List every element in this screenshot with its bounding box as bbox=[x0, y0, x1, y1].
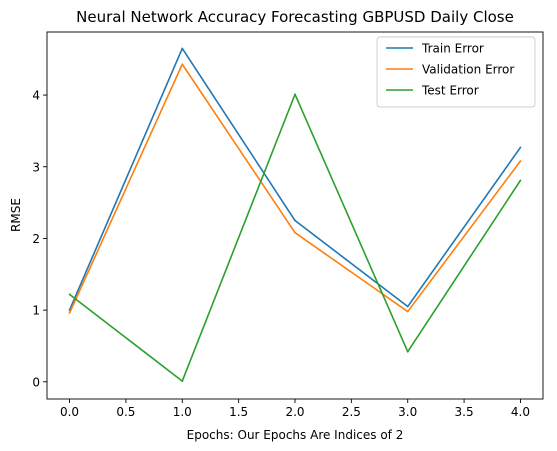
data-point-test-error bbox=[181, 380, 184, 382]
x-tick-label: 1.0 bbox=[173, 405, 192, 419]
x-tick-label: 1.5 bbox=[229, 405, 248, 419]
data-point-validation-error bbox=[68, 312, 71, 314]
data-point-test-error bbox=[406, 350, 409, 353]
x-axis-label: Epochs: Our Epochs Are Indices of 2 bbox=[187, 428, 404, 442]
data-point-validation-error bbox=[519, 160, 522, 162]
y-axis-ticks: 0 1 2 3 4 bbox=[32, 89, 47, 389]
x-tick-label: 0.5 bbox=[116, 405, 135, 419]
x-tick-label: 2.5 bbox=[342, 405, 361, 419]
x-tick-label: 3.5 bbox=[455, 405, 474, 419]
legend-box bbox=[376, 36, 536, 108]
y-tick-label: 3 bbox=[32, 160, 40, 174]
data-point-test-error bbox=[68, 293, 71, 296]
data-point-train-error bbox=[181, 47, 184, 50]
legend-label-test-error: Test Error bbox=[421, 84, 479, 98]
y-tick-label: 2 bbox=[32, 232, 40, 246]
data-point-train-error bbox=[406, 305, 409, 308]
x-tick-label: 2.0 bbox=[285, 405, 304, 419]
x-tick-label: 4.0 bbox=[511, 405, 530, 419]
data-point-validation-error bbox=[294, 231, 296, 234]
x-tick-label: 0.0 bbox=[60, 405, 79, 419]
legend: Train Error Validation Error Test Error bbox=[376, 36, 536, 108]
plot-frame bbox=[46, 31, 544, 400]
data-point-validation-error bbox=[406, 310, 409, 313]
chart-title: Neural Network Accuracy Forecasting GBPU… bbox=[76, 8, 514, 26]
x-tick-label: 3.0 bbox=[398, 405, 417, 419]
y-tick-label: 4 bbox=[32, 89, 40, 103]
y-tick-label: 0 bbox=[32, 375, 40, 389]
series-lines bbox=[68, 47, 522, 382]
legend-label-train-error: Train Error bbox=[421, 42, 484, 56]
y-axis-label: RMSE bbox=[9, 198, 23, 232]
data-point-test-error bbox=[294, 93, 296, 96]
legend-label-validation-error: Validation Error bbox=[422, 63, 514, 77]
data-point-train-error bbox=[519, 146, 522, 149]
data-point-validation-error bbox=[181, 63, 184, 66]
data-point-test-error bbox=[519, 179, 522, 182]
x-axis-ticks: 0.0 0.5 1.0 1.5 2.0 2.5 3.0 3.5 4.0 bbox=[60, 399, 530, 419]
data-point-train-error bbox=[294, 219, 296, 222]
y-tick-label: 1 bbox=[32, 304, 40, 318]
